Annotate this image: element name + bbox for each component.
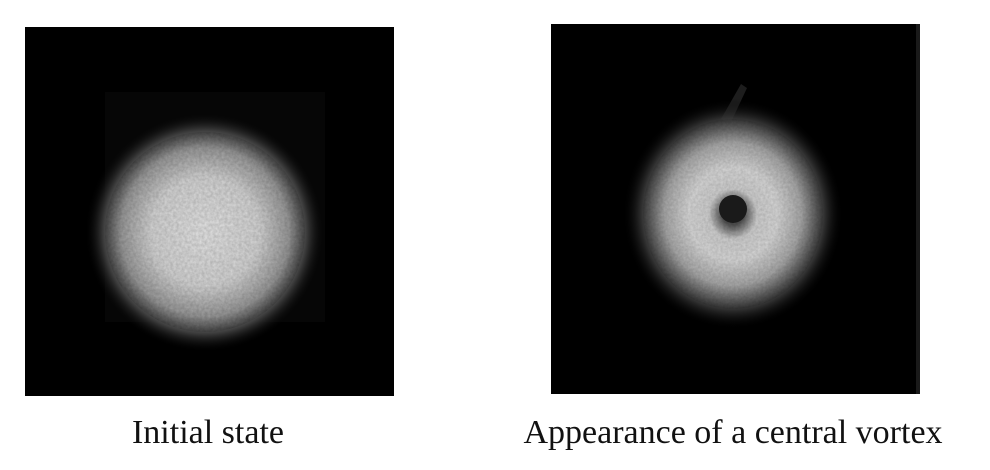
vortex-ring (551, 24, 920, 394)
central-vortex-image (551, 24, 920, 394)
initial-state-image (25, 27, 394, 396)
initial-state-blob (25, 27, 394, 396)
central-vortex-caption: Appearance of a central vortex (523, 414, 943, 451)
initial-state-caption: Initial state (131, 414, 284, 451)
